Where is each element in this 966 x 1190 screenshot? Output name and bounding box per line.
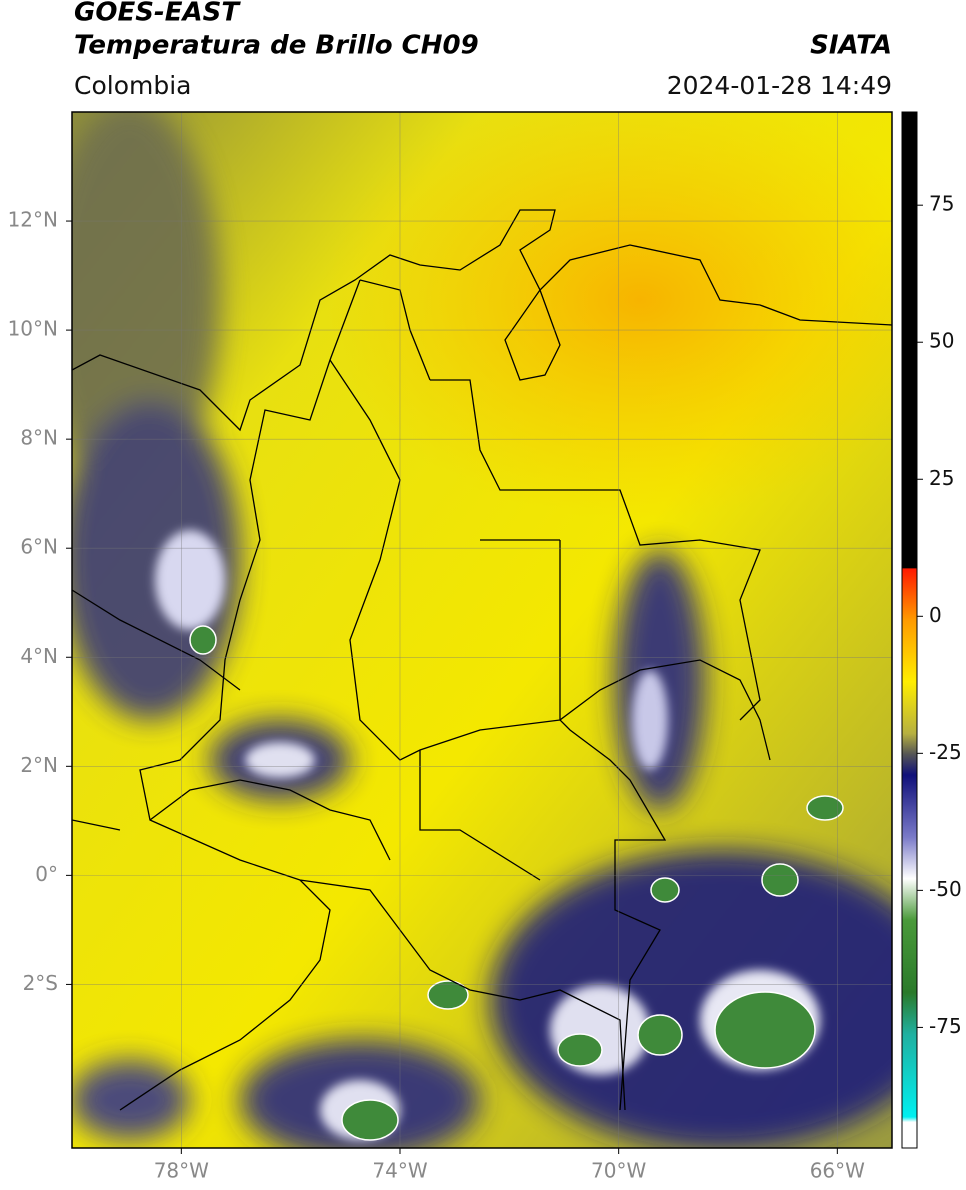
colorbar-tick-label: -50 [929, 877, 962, 901]
colorbar [901, 111, 918, 1149]
source: SIATA [810, 31, 892, 61]
y-tick-label: 4°N [20, 644, 58, 668]
y-tick-label: 2°S [23, 971, 58, 995]
y-tick-label: 2°N [20, 753, 58, 777]
region: Colombia [74, 71, 191, 100]
colorbar-tick-label: 0 [929, 603, 942, 627]
datetime: 2024-01-28 14:49 [667, 71, 892, 100]
y-tick-label: 12°N [8, 208, 58, 232]
y-tick-label: 6°N [20, 535, 58, 559]
imagery [72, 112, 892, 1148]
x-tick-label: 74°W [372, 1159, 427, 1183]
colorbar-tick-label: 75 [929, 192, 954, 216]
y-tick-label: 0° [35, 862, 58, 886]
graticule [72, 112, 892, 1148]
subtitle: Temperatura de Brillo CH09 [74, 31, 479, 61]
x-tick-label: 78°W [154, 1159, 209, 1183]
title: GOES-EAST [74, 0, 241, 28]
colorbar-tick-label: -25 [929, 740, 962, 764]
y-tick-label: 10°N [8, 317, 58, 341]
colorbar-tick-label: 50 [929, 329, 954, 353]
colorbar-tick-label: -75 [929, 1014, 962, 1038]
y-tick-label: 8°N [20, 426, 58, 450]
colorbar-tick-label: 25 [929, 466, 954, 490]
x-tick-label: 66°W [810, 1159, 865, 1183]
x-tick-label: 70°W [591, 1159, 646, 1183]
map-frame [71, 111, 893, 1149]
